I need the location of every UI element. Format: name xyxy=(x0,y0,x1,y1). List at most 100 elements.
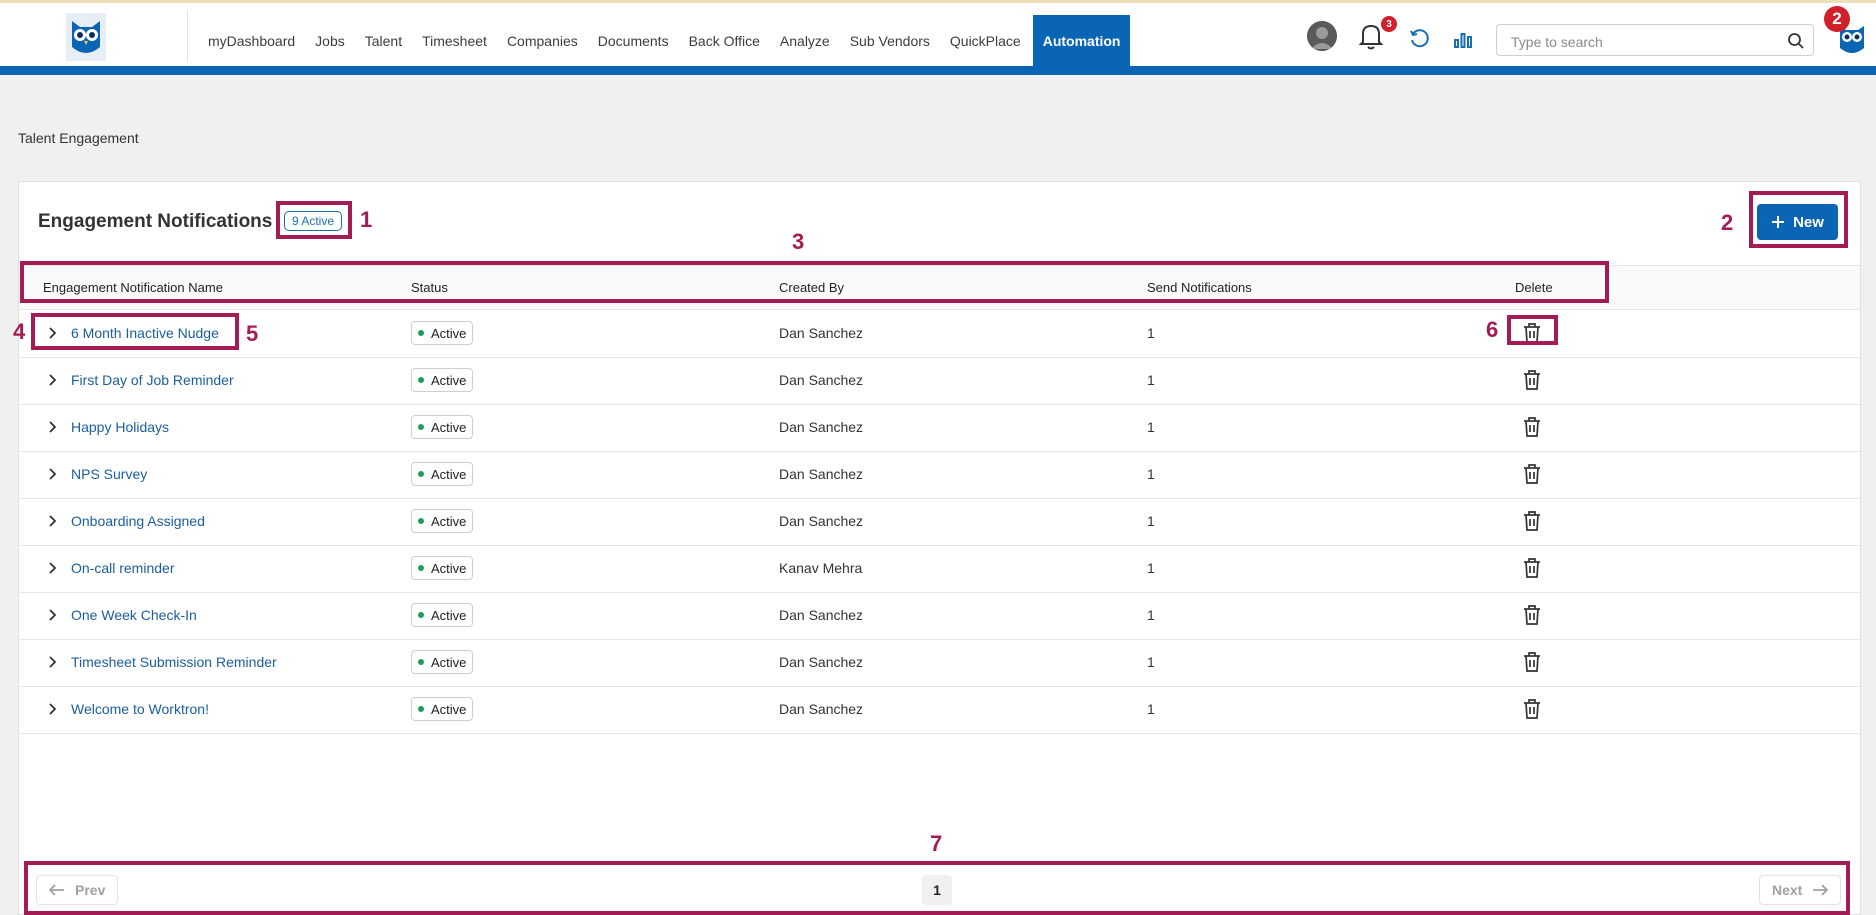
nav-item-timesheet[interactable]: Timesheet xyxy=(422,33,487,49)
chevron-right-icon[interactable] xyxy=(45,420,59,434)
status-text: Active xyxy=(431,372,467,388)
created-by-cell: Dan Sanchez xyxy=(779,325,864,341)
status-text: Active xyxy=(431,560,467,576)
table-row: Timesheet Submission Reminder Active Dan… xyxy=(19,640,1860,687)
refresh-icon[interactable] xyxy=(1408,28,1430,50)
page-number-button[interactable]: 1 xyxy=(922,875,952,905)
column-header-send-notifications[interactable]: Send Notifications xyxy=(1147,280,1252,295)
next-label: Next xyxy=(1772,882,1803,898)
table-row: Welcome to Worktron! Active Dan Sanchez … xyxy=(19,687,1860,734)
column-header-created-by[interactable]: Created By xyxy=(779,280,845,295)
created-by-cell: Dan Sanchez xyxy=(779,654,864,670)
nav-item-jobs[interactable]: Jobs xyxy=(315,33,345,49)
chevron-right-icon[interactable] xyxy=(45,561,59,575)
nav-item-mydashboard[interactable]: myDashboard xyxy=(208,33,296,49)
status-dot-icon xyxy=(418,518,424,524)
nav-item-analyze[interactable]: Analyze xyxy=(779,33,830,49)
nav-item-talent[interactable]: Talent xyxy=(364,33,403,49)
status-dot-icon xyxy=(418,471,424,477)
annotation-number-6: 6 xyxy=(1486,317,1499,342)
notification-name-link[interactable]: Onboarding Assigned xyxy=(71,513,205,529)
chevron-right-icon[interactable] xyxy=(45,608,59,622)
status-badge: Active xyxy=(411,556,474,580)
trash-icon[interactable] xyxy=(1522,510,1542,532)
send-notifications-cell: 1 xyxy=(1147,419,1155,435)
annotation-number-4: 4 xyxy=(13,319,26,344)
status-text: Active xyxy=(431,654,467,670)
chevron-right-icon[interactable] xyxy=(45,467,59,481)
chevron-right-icon[interactable] xyxy=(45,373,59,387)
trash-icon[interactable] xyxy=(1522,416,1542,438)
status-dot-icon xyxy=(418,424,424,430)
search-input[interactable] xyxy=(1509,31,1783,53)
new-button-label: New xyxy=(1793,213,1824,231)
trash-icon[interactable] xyxy=(1522,557,1542,579)
search-icon[interactable] xyxy=(1787,32,1805,50)
nav-item-companies[interactable]: Companies xyxy=(506,33,578,49)
nav-item-sub-vendors[interactable]: Sub Vendors xyxy=(849,33,930,49)
send-notifications-cell: 1 xyxy=(1147,654,1155,670)
status-text: Active xyxy=(431,701,467,717)
send-notifications-cell: 1 xyxy=(1147,466,1155,482)
trash-icon[interactable] xyxy=(1522,463,1542,485)
status-badge: Active xyxy=(411,368,474,392)
main-nav: myDashboard Jobs Talent Timesheet Compan… xyxy=(198,15,1131,67)
trash-icon[interactable] xyxy=(1522,322,1542,344)
created-by-cell: Dan Sanchez xyxy=(779,466,864,482)
table-row: Happy Holidays Active Dan Sanchez 1 xyxy=(19,405,1860,452)
chevron-right-icon[interactable] xyxy=(45,514,59,528)
bar-chart-icon[interactable] xyxy=(1452,28,1474,50)
notification-name-link[interactable]: 6 Month Inactive Nudge xyxy=(71,325,219,341)
search-box xyxy=(1496,24,1814,56)
column-header-name[interactable]: Engagement Notification Name xyxy=(43,280,223,295)
column-header-status[interactable]: Status xyxy=(411,280,448,295)
created-by-cell: Dan Sanchez xyxy=(779,607,864,623)
annotation-marker-2-top: 2 xyxy=(1824,6,1850,32)
user-avatar[interactable] xyxy=(1307,21,1337,51)
trash-icon[interactable] xyxy=(1522,651,1542,673)
nav-item-back-office[interactable]: Back Office xyxy=(688,33,760,49)
send-notifications-cell: 1 xyxy=(1147,560,1155,576)
status-text: Active xyxy=(431,607,467,623)
notification-name-link[interactable]: NPS Survey xyxy=(71,466,148,482)
chevron-right-icon[interactable] xyxy=(45,326,59,340)
status-badge: Active xyxy=(411,603,474,627)
status-dot-icon xyxy=(418,377,424,383)
created-by-cell: Dan Sanchez xyxy=(779,419,864,435)
notification-name-link[interactable]: On-call reminder xyxy=(71,560,175,576)
send-notifications-cell: 1 xyxy=(1147,607,1155,623)
trash-icon[interactable] xyxy=(1522,369,1542,391)
notification-name-link[interactable]: Timesheet Submission Reminder xyxy=(71,654,277,670)
breadcrumb: Talent Engagement xyxy=(18,130,139,146)
status-badge: Active xyxy=(411,509,474,533)
prev-page-button[interactable]: Prev xyxy=(36,875,119,905)
owl-logo-icon[interactable] xyxy=(66,13,106,61)
nav-item-quickplace[interactable]: QuickPlace xyxy=(949,33,1021,49)
status-text: Active xyxy=(431,419,467,435)
nav-separator xyxy=(187,10,188,62)
new-notification-button[interactable]: New xyxy=(1757,204,1838,240)
next-page-button[interactable]: Next xyxy=(1759,875,1842,905)
chevron-right-icon[interactable] xyxy=(45,655,59,669)
notification-name-link[interactable]: One Week Check-In xyxy=(71,607,197,623)
bell-icon[interactable] xyxy=(1358,22,1384,50)
annotation-number-1: 1 xyxy=(360,207,373,232)
status-badge: Active xyxy=(411,697,474,721)
nav-item-automation[interactable]: Automation xyxy=(1032,15,1131,67)
notification-name-link[interactable]: First Day of Job Reminder xyxy=(71,372,234,388)
trash-icon[interactable] xyxy=(1522,698,1542,720)
trash-icon[interactable] xyxy=(1522,604,1542,626)
send-notifications-cell: 1 xyxy=(1147,701,1155,717)
send-notifications-cell: 1 xyxy=(1147,513,1155,529)
status-badge: Active xyxy=(411,321,474,345)
notification-name-link[interactable]: Happy Holidays xyxy=(71,419,170,435)
chevron-right-icon[interactable] xyxy=(45,702,59,716)
notification-name-link[interactable]: Welcome to Worktron! xyxy=(71,701,209,717)
owl-logo-right-icon[interactable] xyxy=(1838,20,1866,60)
status-dot-icon xyxy=(418,659,424,665)
status-dot-icon xyxy=(418,612,424,618)
nav-item-documents[interactable]: Documents xyxy=(597,33,669,49)
table-header: Engagement Notification Name Status Crea… xyxy=(19,265,1860,310)
status-dot-icon xyxy=(418,330,424,336)
status-dot-icon xyxy=(418,706,424,712)
